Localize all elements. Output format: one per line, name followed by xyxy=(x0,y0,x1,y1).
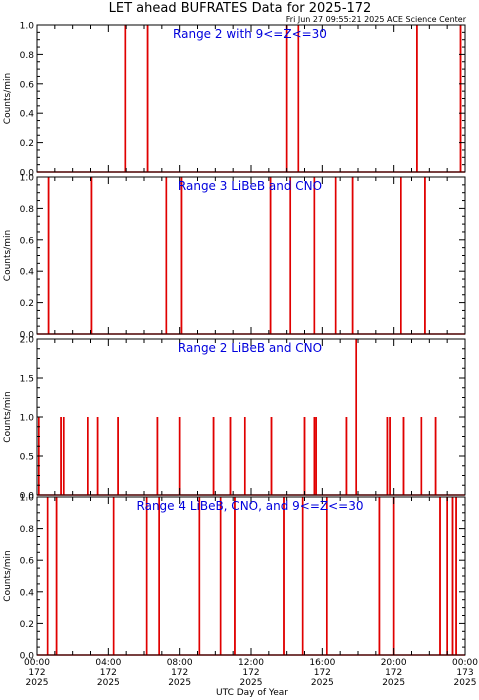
y-tick-label: 1.5 xyxy=(20,375,34,385)
y-tick-label: 0.2 xyxy=(20,299,34,309)
series-line xyxy=(37,25,465,173)
y-tick-label: 0.0 xyxy=(20,331,35,341)
y-tick-label: 0.8 xyxy=(20,525,35,535)
y-tick-label: 0.0 xyxy=(20,169,35,179)
panel-frame xyxy=(36,24,466,173)
y-tick-label: 0.8 xyxy=(20,205,35,215)
x-tick-label-doy: 172 xyxy=(242,668,259,678)
x-tick-label-time: 20:00 xyxy=(381,658,407,668)
y-tick-label: 1.0 xyxy=(20,22,35,32)
x-tick-label-time: 04:00 xyxy=(95,658,121,668)
y-tick-label: 0.6 xyxy=(20,80,35,90)
x-tick-label-time: 16:00 xyxy=(309,658,335,668)
x-tick-label-year: 2025 xyxy=(26,678,49,688)
x-tick-label-time: 00:00 xyxy=(24,658,50,668)
y-tick-label: 0.0 xyxy=(20,492,35,502)
panel-title: Range 2 LiBeB and CNO xyxy=(178,341,322,355)
y-tick-label: 2.0 xyxy=(20,336,35,346)
panel-1: 0.0 0.2 0.4 0.6 0.8 1.0 Counts/min Range 2 with… xyxy=(3,22,466,179)
panel-frame xyxy=(36,496,466,656)
y-axis-label: Counts/min xyxy=(3,550,13,601)
x-tick-label-year: 2025 xyxy=(240,678,263,688)
y-tick-label: 0.0 xyxy=(20,652,35,662)
x-tick-label-year: 2025 xyxy=(97,678,120,688)
y-tick-label: 0.8 xyxy=(20,51,35,61)
series-line xyxy=(37,497,465,656)
y-tick-label: 1.0 xyxy=(20,494,35,504)
x-tick-label-doy: 173 xyxy=(456,668,473,678)
panels: 0.0 0.2 0.4 0.6 0.8 1.0 Counts/min Range 2 with… xyxy=(3,22,466,662)
x-tick-label-doy: 172 xyxy=(314,668,331,678)
series-line xyxy=(37,339,465,496)
x-axis-label: UTC Day of Year xyxy=(216,688,288,698)
x-tick-label-time: 08:00 xyxy=(167,658,193,668)
x-tick-label-doy: 172 xyxy=(100,668,117,678)
panel-2: 0.0 0.2 0.4 0.6 0.8 1.0 Counts/min Range 3 LiBe… xyxy=(3,174,466,341)
x-tick-label-time: 12:00 xyxy=(238,658,264,668)
panel-frame xyxy=(36,338,466,496)
x-tick-label-year: 2025 xyxy=(311,678,334,688)
y-tick-label: 0.6 xyxy=(20,236,35,246)
x-tick-label-doy: 172 xyxy=(385,668,402,678)
y-tick-label: 0.6 xyxy=(20,557,35,567)
x-tick-label-year: 2025 xyxy=(168,678,191,688)
y-axis-label: Counts/min xyxy=(3,73,13,124)
x-tick-label-year: 2025 xyxy=(382,678,405,688)
x-axis: 00:00172202504:00172202508:00172202512:0… xyxy=(24,658,478,688)
y-tick-label: 1.0 xyxy=(20,174,35,184)
panel-title: Range 2 with 9<=Z<=30 xyxy=(173,27,327,41)
y-tick-label: 0.4 xyxy=(20,588,35,598)
panel-title: Range 3 LiBeB and CNO xyxy=(178,179,322,193)
main-title: LET ahead BUFRATES Data for 2025-172 xyxy=(109,1,372,16)
y-tick-label: 0.5 xyxy=(20,453,34,463)
panel-3: 0.0 0.5 1.0 1.5 2.0 Counts/min Range 2 LiBeB a… xyxy=(3,336,466,502)
y-tick-label: 0.2 xyxy=(20,620,34,630)
panel-4: 0.0 0.2 0.4 0.6 0.8 1.0 Counts/min Range 4 LiBe… xyxy=(3,494,466,662)
y-axis-label: Counts/min xyxy=(3,230,13,281)
y-tick-label: 0.4 xyxy=(20,110,35,120)
x-tick-label-doy: 172 xyxy=(28,668,45,678)
panel-title: Range 4 LiBeB, CNO, and 9<=Z<=30 xyxy=(137,499,364,513)
timestamp: Fri Jun 27 09:55:21 2025 ACE Science Cen… xyxy=(286,15,467,24)
x-tick-label-doy: 172 xyxy=(171,668,188,678)
x-tick-label-year: 2025 xyxy=(454,678,477,688)
y-tick-label: 0.4 xyxy=(20,268,35,278)
y-axis-label: Counts/min xyxy=(3,391,13,442)
x-tick-label-time: 00:00 xyxy=(452,658,478,668)
y-tick-label: 0.2 xyxy=(20,139,34,149)
y-tick-label: 1.0 xyxy=(20,414,35,424)
